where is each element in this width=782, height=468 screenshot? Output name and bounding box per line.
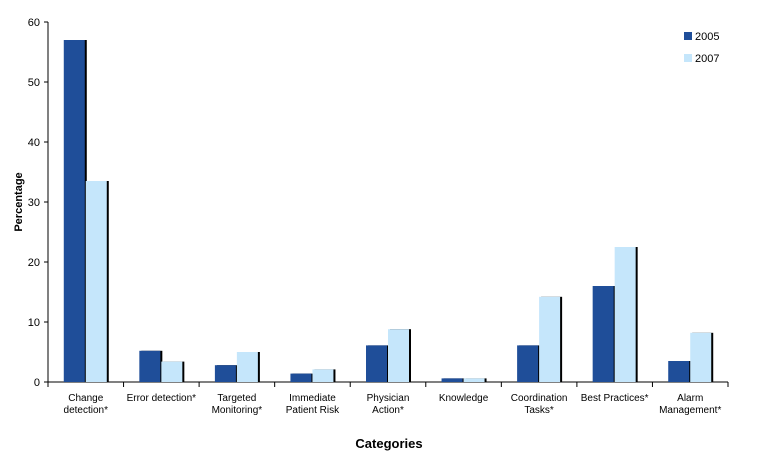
- x-tick-label: Physician Action*: [367, 393, 410, 416]
- bars: [63, 40, 714, 382]
- x-axis: Change detection* Error detection* Targeted…: [47, 381, 729, 416]
- x-axis-title: Categories: [355, 436, 422, 451]
- bar-2007: [236, 352, 258, 382]
- bar-2007: [312, 369, 334, 382]
- bar-2005: [290, 373, 312, 382]
- x-tick-label: Best Practices*: [581, 393, 649, 404]
- y-tick-label: 50: [28, 77, 40, 89]
- bar-2007: [539, 296, 561, 382]
- x-tick-label: Change detection*: [64, 393, 109, 416]
- legend-label-2007: 2007: [695, 53, 719, 65]
- bar-2005: [441, 378, 463, 382]
- bar-2007: [463, 378, 485, 382]
- bar-2007: [161, 361, 183, 382]
- bar-2005: [139, 350, 161, 382]
- legend-swatch-2005: [684, 32, 692, 40]
- y-tick-label: 20: [28, 257, 40, 269]
- bar-2005: [214, 365, 236, 382]
- y-tick-label: 60: [28, 17, 40, 29]
- bar-2007: [388, 329, 409, 382]
- x-tick-label: Error detection*: [127, 393, 197, 404]
- y-axis: 0 10 20 30 40 50 60: [28, 17, 49, 389]
- y-tick-label: 30: [28, 197, 40, 209]
- bar-2007: [614, 247, 636, 382]
- bar-2005: [366, 345, 387, 382]
- legend-swatch-2007: [684, 54, 692, 62]
- x-tick-label: Immediate Patient Risk: [286, 393, 340, 416]
- y-axis-title: Percentage: [13, 172, 25, 231]
- x-tick-label: Alarm Management*: [659, 393, 721, 416]
- bar-2005: [592, 286, 614, 382]
- bar-2007: [85, 181, 107, 382]
- legend: 2005 2007: [684, 31, 719, 65]
- y-tick-label: 40: [28, 137, 40, 149]
- bar-2005: [517, 345, 539, 382]
- bar-2005: [63, 40, 85, 382]
- x-tick-label: Coordination Tasks*: [511, 393, 568, 416]
- bar-2005: [668, 361, 690, 382]
- legend-label-2005: 2005: [695, 31, 719, 43]
- x-tick-label: Targeted Monitoring*: [212, 393, 263, 416]
- x-tick-label: Knowledge: [439, 393, 489, 404]
- y-tick-label: 0: [34, 377, 40, 389]
- y-tick-label: 10: [28, 317, 40, 329]
- bar-2007: [690, 332, 712, 382]
